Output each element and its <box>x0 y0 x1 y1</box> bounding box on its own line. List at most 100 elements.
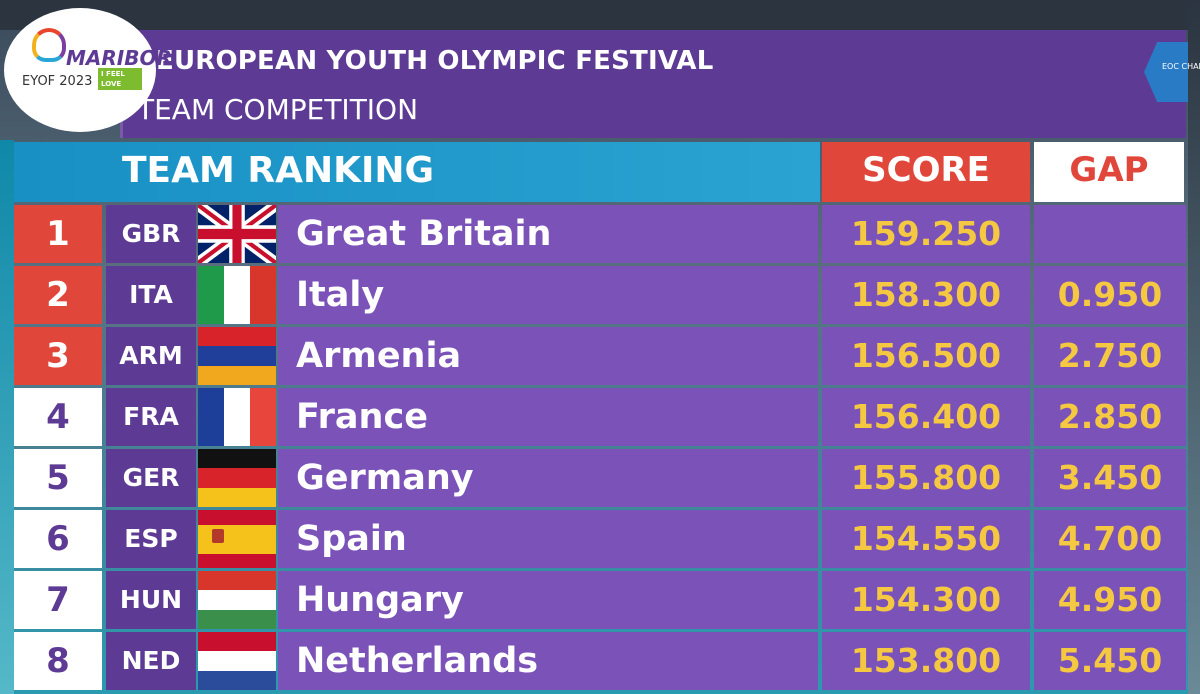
team-name-cell: France <box>278 388 818 446</box>
ger-flag-icon <box>198 449 276 507</box>
score-cell: 159.250 <box>822 205 1030 263</box>
team-name-cell: Hungary <box>278 571 818 629</box>
rank-cell: 3 <box>14 327 102 385</box>
heart-logo-icon <box>32 28 66 62</box>
gap-cell: 3.450 <box>1034 449 1186 507</box>
rank-number: 7 <box>14 571 102 629</box>
venue-background-left <box>0 140 14 694</box>
team-name-cell: Spain <box>278 510 818 568</box>
rank-cell: 4 <box>14 388 102 446</box>
score-value: 154.550 <box>850 519 1002 558</box>
event-title: EUROPEAN YOUTH OLYMPIC FESTIVAL <box>156 46 714 76</box>
arm-flag-icon <box>198 327 276 385</box>
rank-number: 4 <box>14 388 102 446</box>
gap-value: 2.850 <box>1057 397 1163 436</box>
gap-value: 3.450 <box>1057 458 1163 497</box>
team-name-cell: Italy <box>278 266 818 324</box>
eyof-logo: MARIBOR EYOF 2023 I FEEL LOVE <box>4 8 172 132</box>
gap-value: 4.700 <box>1057 519 1163 558</box>
gap-value: 0.950 <box>1057 275 1163 314</box>
venue-background-right <box>1188 0 1200 694</box>
ita-flag-icon <box>198 266 276 324</box>
team-name-cell: Germany <box>278 449 818 507</box>
score-value: 153.800 <box>850 641 1002 680</box>
rank-cell: 7 <box>14 571 102 629</box>
rank-cell: 6 <box>14 510 102 568</box>
team-name: Netherlands <box>296 641 539 681</box>
score-value: 156.400 <box>850 397 1002 436</box>
team-name: Spain <box>296 519 407 559</box>
gap-cell: 2.750 <box>1034 327 1186 385</box>
channel-label: EOC CHANNEL <box>1162 62 1200 71</box>
rank-number: 2 <box>14 266 102 324</box>
score-cell: 154.300 <box>822 571 1030 629</box>
ranking-header-bar <box>14 142 820 202</box>
country-code: HUN <box>119 585 183 614</box>
score-value: 156.500 <box>850 336 1002 375</box>
table-row: 2 ITA Italy 158.300 0.950 <box>14 266 1186 324</box>
rank-number: 8 <box>14 632 102 690</box>
rank-cell: 8 <box>14 632 102 690</box>
gap-heading: GAP <box>1069 150 1149 190</box>
team-name: Italy <box>296 275 385 315</box>
table-row: 5 GER Germany 155.800 3.450 <box>14 449 1186 507</box>
score-value: 158.300 <box>850 275 1002 314</box>
country-code: FRA <box>123 402 179 431</box>
country-code-cell: GER <box>106 449 196 507</box>
score-cell: 154.550 <box>822 510 1030 568</box>
gap-cell: 4.950 <box>1034 571 1186 629</box>
country-code-cell: NED <box>106 632 196 690</box>
gap-value <box>1034 205 1186 263</box>
rank-cell: 5 <box>14 449 102 507</box>
rank-number: 3 <box>14 327 102 385</box>
country-code-cell: HUN <box>106 571 196 629</box>
team-name-cell: Great Britain <box>278 205 818 263</box>
logo-tagline: I FEEL LOVE <box>98 68 142 90</box>
hun-flag-icon <box>198 571 276 629</box>
gap-value: 5.450 <box>1057 641 1163 680</box>
esp-flag-icon <box>198 510 276 568</box>
score-value: 154.300 <box>850 580 1002 619</box>
team-name: Great Britain <box>296 214 552 254</box>
table-row: 3 ARM Armenia 156.500 2.750 <box>14 327 1186 385</box>
team-name: Armenia <box>296 336 462 376</box>
country-code: GBR <box>121 219 181 248</box>
country-code: NED <box>121 646 181 675</box>
score-value: 155.800 <box>850 458 1002 497</box>
rank-cell: 2 <box>14 266 102 324</box>
table-row: 7 HUN Hungary 154.300 4.950 <box>14 571 1186 629</box>
ranking-heading: TEAM RANKING <box>122 150 435 191</box>
team-name-cell: Netherlands <box>278 632 818 690</box>
table-row: 6 ESP Spain 154.550 4.700 <box>14 510 1186 568</box>
table-row: 4 FRA France 156.400 2.850 <box>14 388 1186 446</box>
team-name: Hungary <box>296 580 464 620</box>
country-code-cell: ESP <box>106 510 196 568</box>
country-code-cell: FRA <box>106 388 196 446</box>
gap-cell: 0.950 <box>1034 266 1186 324</box>
score-heading: SCORE <box>862 150 990 190</box>
gbr-flag-icon <box>198 205 276 263</box>
table-row: 1 GBR Great Britain 159.250 <box>14 205 1186 263</box>
score-header-bar <box>822 142 1030 202</box>
rank-number: 1 <box>14 205 102 263</box>
logo-subtitle: EYOF 2023 <box>22 74 93 89</box>
score-value: 159.250 <box>850 214 1002 253</box>
score-cell: 156.500 <box>822 327 1030 385</box>
gap-cell: 5.450 <box>1034 632 1186 690</box>
team-name: Germany <box>296 458 474 498</box>
venue-background-top <box>0 0 1200 30</box>
gap-cell: 2.850 <box>1034 388 1186 446</box>
logo-wordmark: MARIBOR <box>66 46 172 70</box>
rank-number: 6 <box>14 510 102 568</box>
gap-cell: 4.700 <box>1034 510 1186 568</box>
country-code-cell: ARM <box>106 327 196 385</box>
table-row: 8 NED Netherlands 153.800 5.450 <box>14 632 1186 690</box>
fra-flag-icon <box>198 388 276 446</box>
gap-cell <box>1034 205 1186 263</box>
competition-subtitle: TEAM COMPETITION <box>137 93 419 126</box>
country-code: ARM <box>119 341 183 370</box>
country-code: ITA <box>129 280 173 309</box>
score-cell: 158.300 <box>822 266 1030 324</box>
broadcast-header <box>120 30 1186 138</box>
score-cell: 153.800 <box>822 632 1030 690</box>
